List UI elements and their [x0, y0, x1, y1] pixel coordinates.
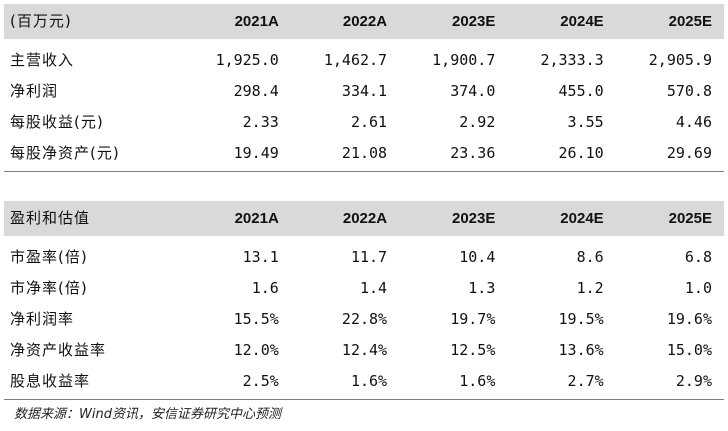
header-year: 2022A [290, 4, 400, 39]
header-year: 2025E [615, 201, 724, 236]
header-year: 2024E [507, 4, 616, 39]
table-cell: 8.6 [576, 248, 604, 266]
table-cell: 2,333.3 [540, 51, 604, 69]
table-cell: 26.10 [558, 144, 604, 162]
table-cell: 13.6% [558, 341, 604, 359]
row-label: 每股收益(元) [10, 113, 104, 131]
table-cell: 19.5% [558, 310, 604, 328]
table-row: 股息收益率 2.5% 1.6% 1.6% 2.7% 2.9% [4, 366, 724, 397]
data-source-note: 数据来源：Wind资讯，安信证券研究中心预测 [14, 407, 281, 422]
table-row: 净资产收益率 12.0% 12.4% 12.5% 13.6% 15.0% [4, 335, 724, 366]
table-row: 市净率(倍) 1.6 1.4 1.3 1.2 1.0 [4, 273, 724, 304]
header-year: 2021A [182, 4, 291, 39]
table-cell: 1.2 [576, 279, 604, 297]
table-cell: 1,462.7 [323, 51, 388, 69]
table-header-row: 盈利和估值 2021A 2022A 2023E 2024E 2025E [4, 201, 724, 236]
table-row: 净利润率 15.5% 22.8% 19.7% 19.5% 19.6% [4, 304, 724, 335]
table-cell: 29.69 [666, 144, 712, 162]
table-cell: 12.4% [341, 341, 388, 359]
table-cell: 1.6% [350, 372, 388, 390]
header-year: 2023E [399, 201, 508, 236]
table-divider [4, 171, 724, 172]
table-cell: 10.4 [459, 248, 496, 266]
table-cell: 374.0 [450, 82, 496, 100]
table-cell: 2.61 [350, 113, 388, 131]
table-row: 主营收入 1,925.0 1,462.7 1,900.7 2,333.3 2,9… [4, 39, 724, 76]
table-cell: 1.6 [251, 279, 279, 297]
table-cell: 19.7% [450, 310, 496, 328]
table-row: 市盈率(倍) 13.1 11.7 10.4 8.6 6.8 [4, 236, 724, 273]
table-cell: 570.8 [666, 82, 712, 100]
valuation-table: 盈利和估值 2021A 2022A 2023E 2024E 2025E 市盈率(… [4, 201, 724, 397]
header-year: 2021A [182, 201, 291, 236]
row-label: 市净率(倍) [10, 279, 88, 297]
header-year: 2025E [615, 4, 724, 39]
table-cell: 12.5% [450, 341, 496, 359]
table-cell: 12.0% [233, 341, 279, 359]
table-cell: 3.55 [567, 113, 604, 131]
table-cell: 334.1 [341, 82, 388, 100]
table-cell: 21.08 [341, 144, 388, 162]
table-cell: 2.9% [675, 372, 712, 390]
table-cell: 2.7% [567, 372, 604, 390]
row-label: 股息收益率 [10, 372, 91, 390]
header-year: 2023E [399, 4, 508, 39]
table-cell: 1.0 [684, 279, 712, 297]
table-cell: 13.1 [242, 248, 279, 266]
table-cell: 15.5% [233, 310, 279, 328]
table-row: 每股净资产(元) 19.49 21.08 23.36 26.10 29.69 [4, 138, 724, 169]
row-label: 主营收入 [10, 51, 75, 69]
table-cell: 1.3 [468, 279, 496, 297]
financial-forecast-table: (百万元) 2021A 2022A 2023E 2024E 2025E 主营收入… [4, 4, 724, 169]
table-cell: 23.36 [450, 144, 496, 162]
table-cell: 455.0 [558, 82, 604, 100]
header-section-label: 盈利和估值 [4, 201, 183, 236]
header-unit-label: (百万元) [4, 4, 183, 39]
table-cell: 2,905.9 [648, 51, 712, 69]
row-label: 净利润 [10, 82, 59, 100]
table-cell: 2.5% [242, 372, 279, 390]
table-cell: 4.46 [675, 113, 712, 131]
row-label: 净资产收益率 [10, 341, 107, 359]
table-cell: 22.8% [341, 310, 388, 328]
table-cell: 1,900.7 [432, 51, 496, 69]
table-row: 每股收益(元) 2.33 2.61 2.92 3.55 4.46 [4, 107, 724, 138]
header-year: 2022A [290, 201, 400, 236]
table-cell: 6.8 [684, 248, 712, 266]
row-label: 每股净资产(元) [10, 144, 120, 162]
table-cell: 19.6% [666, 310, 712, 328]
table-cell: 15.0% [666, 341, 712, 359]
row-label: 市盈率(倍) [10, 248, 88, 266]
row-label: 净利润率 [10, 310, 75, 328]
table-cell: 2.33 [242, 113, 279, 131]
table-bottom-rule [4, 399, 724, 400]
table-cell: 11.7 [350, 248, 388, 266]
table-header-row: (百万元) 2021A 2022A 2023E 2024E 2025E [4, 4, 724, 39]
table-cell: 19.49 [233, 144, 279, 162]
table-cell: 1,925.0 [215, 51, 279, 69]
table-cell: 298.4 [233, 82, 279, 100]
table-cell: 1.6% [459, 372, 496, 390]
header-year: 2024E [507, 201, 616, 236]
table-cell: 2.92 [459, 113, 496, 131]
table-row: 净利润 298.4 334.1 374.0 455.0 570.8 [4, 76, 724, 107]
table-cell: 1.4 [359, 279, 388, 297]
